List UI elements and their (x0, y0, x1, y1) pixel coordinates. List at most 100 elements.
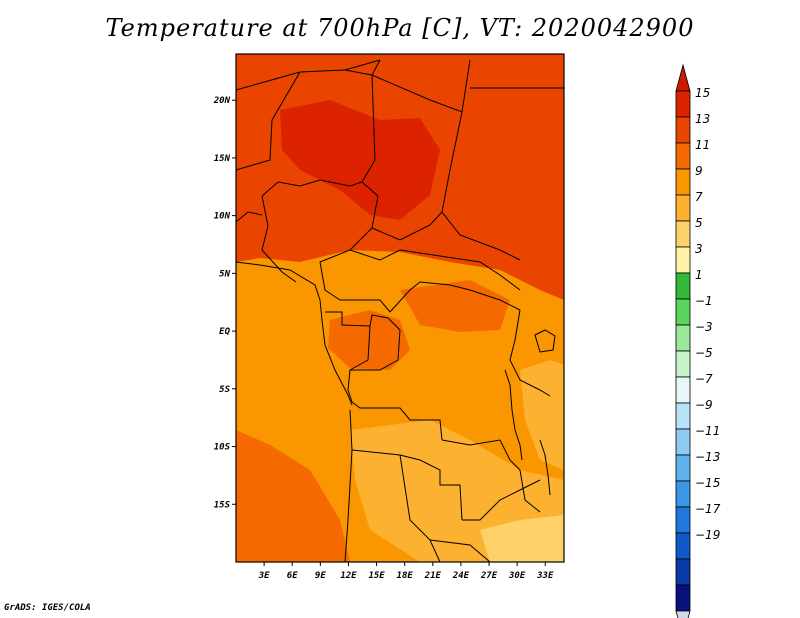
colorbar-label: −9 (695, 398, 713, 412)
border-line (399, 454, 441, 562)
border-line (509, 309, 551, 397)
border-line (261, 195, 297, 283)
lat-tick-label: 15N (214, 154, 231, 164)
colorbar-min-arrow (675, 610, 691, 618)
lake-malawi (539, 439, 551, 496)
colorbar-swatch (675, 324, 691, 352)
colorbar-swatch (675, 168, 691, 196)
border-line (261, 179, 363, 197)
colorbar-label: −3 (695, 320, 713, 334)
map-title: Temperature at 700hPa [C], VT: 202004290… (105, 14, 695, 42)
region-central-warm (400, 280, 510, 332)
border-line (344, 409, 353, 562)
lon-tick-label: 18E (397, 571, 414, 581)
colorbar-label: 7 (695, 190, 703, 204)
lat-tick-label: 5N (219, 269, 230, 279)
colorbar-label: 1 (695, 268, 703, 282)
border-line (347, 389, 443, 441)
lon-tick-label: 3E (258, 571, 270, 581)
lat-tick-label: 10N (214, 212, 231, 222)
border-line (325, 311, 389, 327)
lon-tick-label: 33E (536, 571, 554, 581)
border-line (319, 261, 391, 313)
border-line (350, 317, 401, 371)
colorbar-swatch (675, 454, 691, 482)
grads-credit: GrADS: IGES/COLA (4, 603, 91, 613)
lon-tick-label: 15E (368, 571, 385, 581)
colorbar-label: 3 (695, 242, 703, 256)
border-line (441, 439, 521, 471)
border-line (389, 281, 521, 313)
colorbar-swatch (675, 350, 691, 378)
colorbar-swatch (675, 116, 691, 144)
colorbar-label: −5 (695, 346, 713, 360)
colorbar-label: 9 (695, 164, 703, 178)
country-borders (236, 59, 564, 562)
map-frame (235, 53, 565, 563)
colorbar-label: 5 (695, 216, 703, 230)
colorbar-label: −15 (695, 476, 720, 490)
coastline (236, 261, 353, 406)
lon-tick-label: 21E (424, 571, 442, 581)
colorbar-swatch (675, 402, 691, 430)
border-line (344, 59, 471, 113)
colorbar: 15 13 11 9 7 5 3 1 −1 −3 −5 −7 −9 −11 −13 −15 −17 −19 (675, 63, 721, 618)
colorbar-label: −11 (695, 424, 720, 438)
lat-tick-label: 20N (213, 96, 231, 106)
border-line (349, 249, 521, 291)
border-line (429, 539, 491, 562)
colorbar-swatch (675, 584, 691, 612)
lon-tick-label: 30E (508, 571, 526, 581)
region-southeast-highlands (480, 515, 564, 562)
lon-tick-label: 12E (340, 571, 357, 581)
border-line (371, 211, 443, 241)
colorbar-label: −7 (695, 372, 713, 386)
longitude-axis: 3E 6E 9E 12E 15E 18E 21E 24E 27E 30E 33E (258, 562, 554, 581)
temperature-field (236, 54, 564, 562)
colorbar-swatch (675, 220, 691, 248)
colorbar-swatch (675, 246, 691, 274)
border-line (361, 59, 381, 183)
colorbar-label: 11 (695, 138, 710, 152)
colorbar-swatch (675, 376, 691, 404)
region-sahara-hot-core (280, 100, 440, 220)
colorbar-label: −17 (695, 502, 721, 516)
region-southwest-warm (236, 430, 350, 562)
colorbar-swatch (675, 90, 691, 118)
colorbar-label: 13 (695, 112, 710, 126)
colorbar-swatch (675, 506, 691, 534)
lon-tick-label: 27E (480, 571, 498, 581)
border-line (236, 71, 301, 171)
colorbar-label: −1 (695, 294, 713, 308)
colorbar-swatch (675, 194, 691, 222)
lon-tick-label: 9E (315, 571, 326, 581)
lat-tick-label: 5S (219, 385, 230, 395)
border-line (441, 111, 521, 261)
colorbar-swatch (675, 272, 691, 300)
lon-tick-label: 24E (452, 571, 470, 581)
lon-tick-label: 6E (287, 571, 298, 581)
region-east-highlands (520, 360, 564, 470)
lake-victoria (534, 329, 556, 353)
latitude-axis: 20N 15N 10N 5N EQ 5S 10S 15S (213, 96, 236, 510)
colorbar-swatch (675, 480, 691, 508)
colorbar-swatch (675, 142, 691, 170)
colorbar-swatch (675, 558, 691, 586)
colorbar-label: −13 (695, 450, 720, 464)
colorbar-label: −19 (695, 528, 720, 542)
border-line (519, 469, 541, 513)
lat-tick-label: 10S (214, 443, 231, 453)
border-line (347, 325, 371, 391)
colorbar-label: 15 (695, 86, 710, 100)
lat-tick-label: EQ (219, 327, 230, 337)
border-line (236, 59, 381, 91)
colorbar-max-arrow (675, 63, 691, 92)
lat-tick-label: 15S (214, 500, 231, 510)
border-line (462, 479, 541, 521)
colorbar-swatch (675, 428, 691, 456)
colorbar-swatch (675, 532, 691, 560)
lake-tanganyika (504, 369, 523, 461)
border-line (236, 211, 263, 223)
colorbar-swatch (675, 298, 691, 326)
